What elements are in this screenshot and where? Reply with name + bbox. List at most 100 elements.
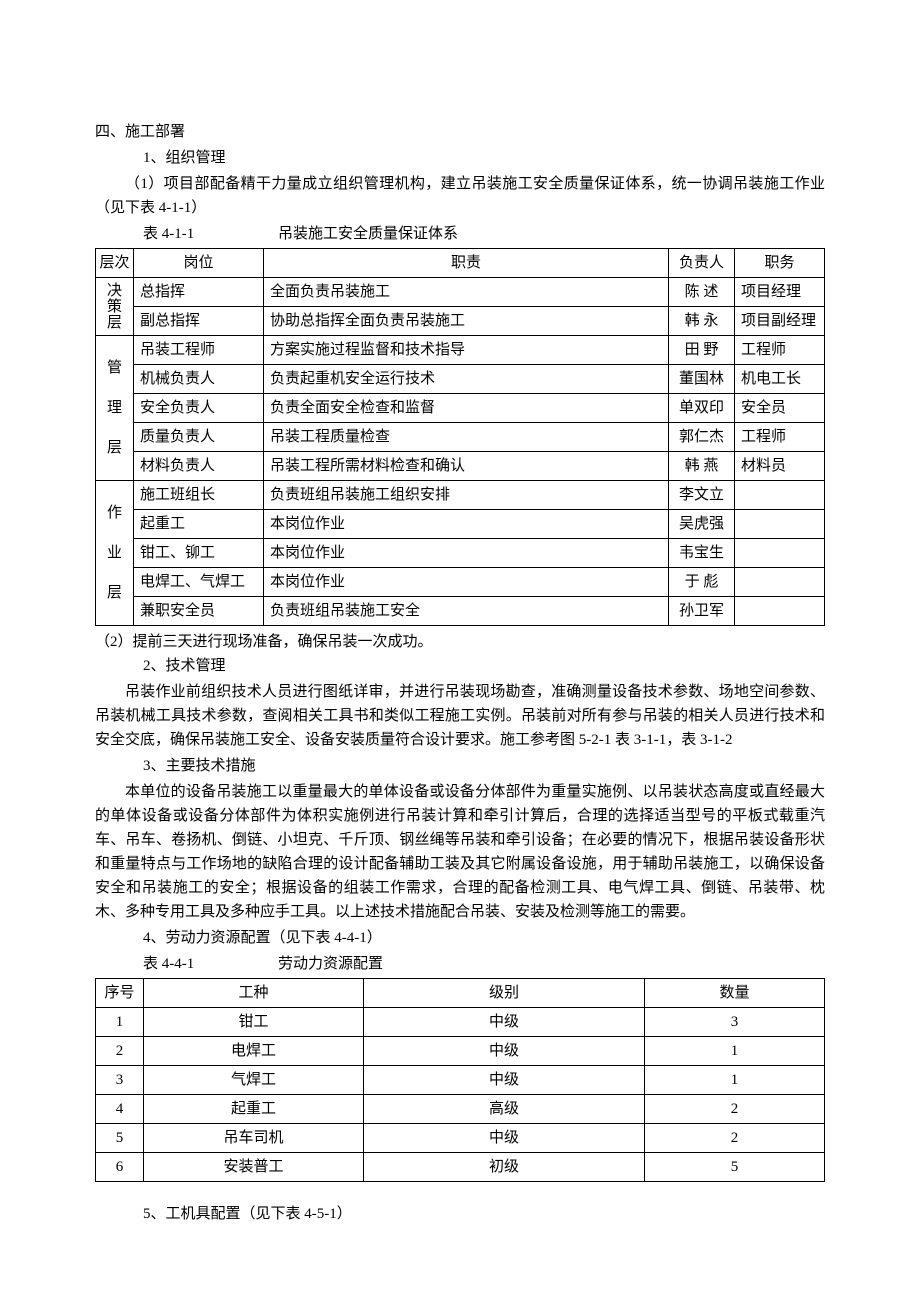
- cell: 吊车司机: [144, 1124, 364, 1153]
- table-row: 电焊工、气焊工本岗位作业于 彪: [96, 568, 825, 597]
- cell: 2: [645, 1095, 825, 1124]
- cell: 起重工: [144, 1095, 364, 1124]
- cell-duty: 负责班组吊装施工安全: [264, 597, 669, 626]
- cell-person: 孙卫军: [669, 597, 735, 626]
- cell-post: 钳工、铆工: [134, 539, 264, 568]
- cell-job: [735, 597, 825, 626]
- cell-post: 吊装工程师: [134, 336, 264, 365]
- cell-job: 机电工长: [735, 365, 825, 394]
- th-qty: 数量: [645, 979, 825, 1008]
- para-1: （1）项目部配备精干力量成立组织管理机构，建立吊装施工安全质量保证体系，统一协调…: [95, 172, 825, 220]
- cell-duty: 负责班组吊装施工组织安排: [264, 481, 669, 510]
- cell-job: 安全员: [735, 394, 825, 423]
- cell: 电焊工: [144, 1037, 364, 1066]
- cell-duty: 本岗位作业: [264, 568, 669, 597]
- table2-caption: 表 4-4-1 劳动力资源配置: [143, 952, 825, 976]
- cell-person: 韩 永: [669, 307, 735, 336]
- cell: 气焊工: [144, 1066, 364, 1095]
- cell-job: [735, 568, 825, 597]
- cell-post: 机械负责人: [134, 365, 264, 394]
- th-level: 层次: [96, 249, 134, 278]
- cell: 5: [645, 1153, 825, 1182]
- cell-job: 工程师: [735, 336, 825, 365]
- table-row: 序号 工种 级别 数量: [96, 979, 825, 1008]
- cell-post: 总指挥: [134, 278, 264, 307]
- sub-2: 2、技术管理: [143, 654, 825, 678]
- table-row: 2电焊工中级1: [96, 1037, 825, 1066]
- cell: 2: [96, 1037, 144, 1066]
- table-row: 质量负责人吊装工程质量检查郭仁杰工程师: [96, 423, 825, 452]
- cell-post: 安全负责人: [134, 394, 264, 423]
- cell-duty: 吊装工程所需材料检查和确认: [264, 452, 669, 481]
- sub-4: 4、劳动力资源配置（见下表 4-4-1）: [143, 926, 825, 950]
- cell-person: 于 彪: [669, 568, 735, 597]
- cell-person: 韩 燕: [669, 452, 735, 481]
- cell-post: 副总指挥: [134, 307, 264, 336]
- th-seq: 序号: [96, 979, 144, 1008]
- table2-caption-num: 表 4-4-1: [143, 952, 194, 976]
- cell-post: 施工班组长: [134, 481, 264, 510]
- cell-person: 韦宝生: [669, 539, 735, 568]
- cell: 3: [96, 1066, 144, 1095]
- table-row: 管理层吊装工程师方案实施过程监督和技术指导田 野工程师: [96, 336, 825, 365]
- th-work: 工种: [144, 979, 364, 1008]
- cell-job: [735, 510, 825, 539]
- th-post: 岗位: [134, 249, 264, 278]
- cell-duty: 全面负责吊装施工: [264, 278, 669, 307]
- cell: 1: [96, 1008, 144, 1037]
- para-2: （2）提前三天进行现场准备，确保吊装一次成功。: [95, 630, 825, 654]
- cell-duty: 负责起重机安全运行技术: [264, 365, 669, 394]
- cell-level: 作业层: [96, 481, 134, 626]
- cell: 1: [645, 1037, 825, 1066]
- para-4: 本单位的设备吊装施工以重量最大的单体设备或设备分体部件为重量实施例、以吊装状态高…: [95, 780, 825, 924]
- table-row: 副总指挥协助总指挥全面负责吊装施工韩 永项目副经理: [96, 307, 825, 336]
- cell-job: 材料员: [735, 452, 825, 481]
- cell-duty: 本岗位作业: [264, 539, 669, 568]
- table-row: 起重工本岗位作业吴虎强: [96, 510, 825, 539]
- table2-caption-title: 劳动力资源配置: [278, 956, 383, 972]
- cell-person: 董国林: [669, 365, 735, 394]
- cell-person: 单双印: [669, 394, 735, 423]
- cell-level: 决策层: [96, 278, 134, 336]
- sub-3: 3、主要技术措施: [143, 754, 825, 778]
- cell-person: 吴虎强: [669, 510, 735, 539]
- table-row: 5吊车司机中级2: [96, 1124, 825, 1153]
- cell-duty: 吊装工程质量检查: [264, 423, 669, 452]
- cell-person: 陈 述: [669, 278, 735, 307]
- table-row: 作业层施工班组长负责班组吊装施工组织安排李文立: [96, 481, 825, 510]
- table-row: 层次 岗位 职责 负责人 职务: [96, 249, 825, 278]
- sub-5: 5、工机具配置（见下表 4-5-1）: [143, 1202, 825, 1226]
- cell-duty: 负责全面安全检查和监督: [264, 394, 669, 423]
- table-row: 4起重工高级2: [96, 1095, 825, 1124]
- table1-caption-num: 表 4-1-1: [143, 222, 194, 246]
- cell-post: 兼职安全员: [134, 597, 264, 626]
- table-row: 材料负责人吊装工程所需材料检查和确认韩 燕材料员: [96, 452, 825, 481]
- table-org: 层次 岗位 职责 负责人 职务 决策层总指挥全面负责吊装施工陈 述项目经理副总指…: [95, 248, 825, 626]
- cell-duty: 本岗位作业: [264, 510, 669, 539]
- cell-duty: 协助总指挥全面负责吊装施工: [264, 307, 669, 336]
- cell-post: 材料负责人: [134, 452, 264, 481]
- cell-duty: 方案实施过程监督和技术指导: [264, 336, 669, 365]
- table-row: 机械负责人负责起重机安全运行技术董国林机电工长: [96, 365, 825, 394]
- cell-post: 质量负责人: [134, 423, 264, 452]
- cell-person: 李文立: [669, 481, 735, 510]
- cell-job: 工程师: [735, 423, 825, 452]
- table-row: 3气焊工中级1: [96, 1066, 825, 1095]
- table-row: 1钳工中级3: [96, 1008, 825, 1037]
- cell-person: 田 野: [669, 336, 735, 365]
- cell: 中级: [364, 1037, 645, 1066]
- table1-caption: 表 4-1-1 吊装施工安全质量保证体系: [143, 222, 825, 246]
- cell: 安装普工: [144, 1153, 364, 1182]
- cell-job: 项目经理: [735, 278, 825, 307]
- cell: 6: [96, 1153, 144, 1182]
- section-heading: 四、施工部署: [95, 120, 825, 144]
- cell-post: 起重工: [134, 510, 264, 539]
- sub-1: 1、组织管理: [143, 146, 825, 170]
- table-labor: 序号 工种 级别 数量 1钳工中级32电焊工中级13气焊工中级14起重工高级25…: [95, 978, 825, 1182]
- cell: 中级: [364, 1008, 645, 1037]
- table-row: 安全负责人负责全面安全检查和监督单双印安全员: [96, 394, 825, 423]
- cell: 初级: [364, 1153, 645, 1182]
- cell: 2: [645, 1124, 825, 1153]
- table-row: 决策层总指挥全面负责吊装施工陈 述项目经理: [96, 278, 825, 307]
- cell: 3: [645, 1008, 825, 1037]
